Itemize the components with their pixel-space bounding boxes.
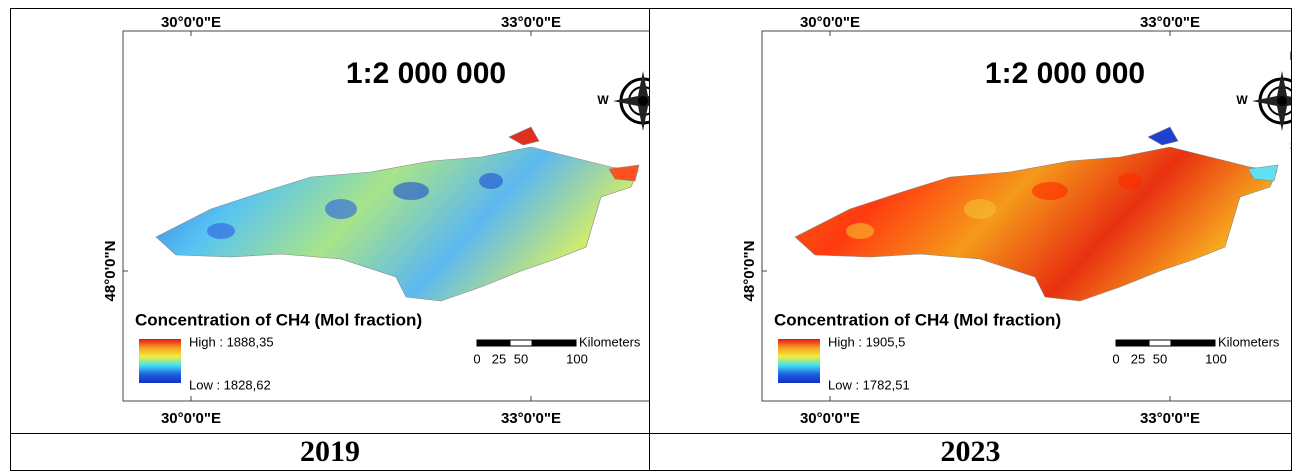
scalebar-label: 0 [473, 351, 480, 366]
concentration-patch [846, 223, 874, 239]
scalebar-segment [532, 340, 576, 346]
compass-center [1277, 96, 1287, 106]
legend-high: High : 1888,35 [189, 334, 274, 349]
scalebar-segment [1138, 340, 1149, 346]
scalebar-segment [1149, 340, 1171, 346]
map-panel: 30°0'0"E 33°0'0"E 30°0'0"E 33°0'0"E 48°0'0"N… [11, 9, 649, 433]
scalebar-label: 50 [514, 351, 528, 366]
legend-title: Concentration of CH4 (Mol fraction) [774, 310, 1061, 329]
compass-center [638, 96, 648, 106]
lon-label: 33°0'0"E [1140, 410, 1200, 427]
panel-cell: 30°0'0"E 33°0'0"E 30°0'0"E 33°0'0"E 48°0'0"N… [11, 9, 650, 434]
scalebar-segment [477, 340, 499, 346]
concentration-patch [479, 173, 503, 189]
legend-low: Low : 1782,51 [828, 377, 910, 392]
concentration-patch [207, 223, 235, 239]
lon-label: 30°0'0"E [161, 14, 221, 31]
scale-ratio: 1:2 000 000 [985, 57, 1145, 90]
scalebar-segment [1116, 340, 1138, 346]
scalebar-label: 50 [1153, 351, 1167, 366]
scalebar-segment [499, 340, 510, 346]
scalebar-label: 25 [492, 351, 506, 366]
compass-letter: S [1290, 139, 1291, 153]
year-label: 2019 [11, 434, 650, 471]
concentration-patch [1032, 182, 1068, 200]
scale-ratio: 1:2 000 000 [346, 57, 506, 90]
concentration-patch [325, 199, 357, 219]
lon-label: 30°0'0"E [161, 410, 221, 427]
panel-cell: 30°0'0"E 33°0'0"E 30°0'0"E 33°0'0"E 48°0'0"N… [650, 9, 1292, 434]
legend-title: Concentration of CH4 (Mol fraction) [135, 310, 422, 329]
legend-ramp [778, 339, 820, 383]
compass-letter: N [1290, 49, 1291, 63]
lat-label: 48°0'0"N [102, 241, 119, 302]
map-panel: 30°0'0"E 33°0'0"E 30°0'0"E 33°0'0"E 48°0'0"N… [650, 9, 1291, 433]
page: {"panels": [ {"year": "2019", "scale": "… [0, 0, 1296, 471]
legend-low: Low : 1828,62 [189, 377, 271, 392]
scalebar-unit: Kilometers [1218, 334, 1280, 349]
compass-letter: W [597, 93, 609, 107]
lon-label: 30°0'0"E [800, 14, 860, 31]
concentration-patch [964, 199, 996, 219]
scalebar-segment [1171, 340, 1215, 346]
legend-ramp [139, 339, 181, 383]
lon-label: 33°0'0"E [1140, 14, 1200, 31]
legend-high: High : 1905,5 [828, 334, 905, 349]
scalebar-segment [510, 340, 532, 346]
compass-letter: W [1236, 93, 1248, 107]
lat-label: 48°0'0"N [741, 241, 758, 302]
scalebar-label: 0 [1112, 351, 1119, 366]
scalebar-unit: Kilometers [579, 334, 641, 349]
lon-label: 30°0'0"E [800, 410, 860, 427]
lon-label: 33°0'0"E [501, 410, 561, 427]
lon-label: 33°0'0"E [501, 14, 561, 31]
scalebar-label: 25 [1131, 351, 1145, 366]
concentration-patch [393, 182, 429, 200]
concentration-patch [1118, 173, 1142, 189]
scalebar-label: 100 [1205, 351, 1227, 366]
figure-table: 30°0'0"E 33°0'0"E 30°0'0"E 33°0'0"E 48°0'0"N… [10, 8, 1292, 471]
scalebar-label: 100 [566, 351, 588, 366]
year-label: 2023 [650, 434, 1292, 471]
